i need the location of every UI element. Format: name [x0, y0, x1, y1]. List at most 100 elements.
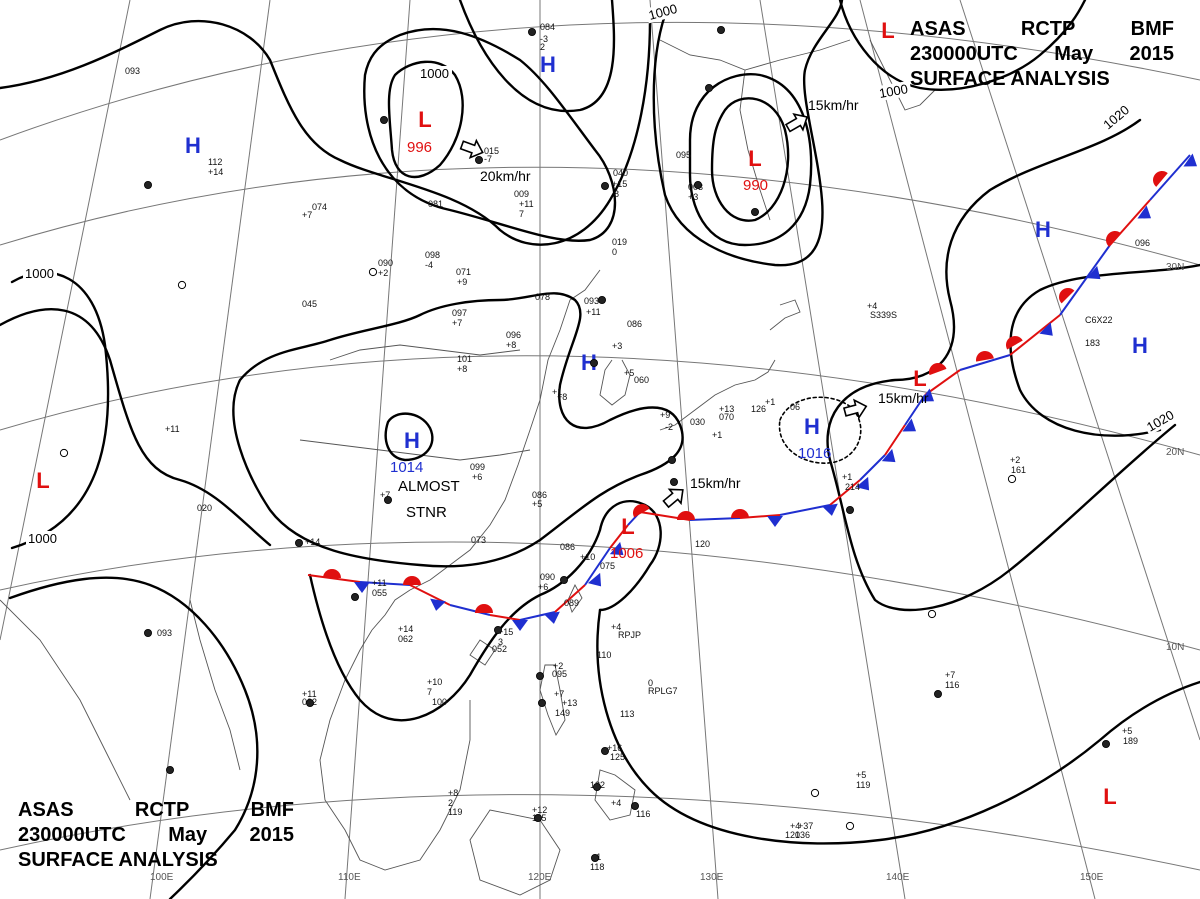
coastline-taiwan	[567, 583, 583, 613]
coastline-kamchatka	[869, 39, 936, 111]
stationary-front-west	[307, 504, 650, 631]
low-pressure-symbol: L	[881, 18, 894, 43]
station-value: +4	[611, 622, 621, 632]
station-circle	[694, 180, 703, 189]
warm-front-semicircle	[1153, 171, 1168, 187]
longitude-label: 140E	[886, 872, 910, 883]
isobar-south-loop	[596, 608, 1200, 845]
pressure-center-h: H	[581, 350, 597, 375]
header-top-office: BMF	[1130, 18, 1174, 40]
coastline-sakhalin	[739, 69, 771, 221]
warm-front-semicircle	[976, 351, 994, 362]
center-pressure-value: 1014	[390, 459, 423, 476]
high-pressure-symbol: H	[1132, 333, 1148, 358]
isobar-label-bg	[644, 0, 682, 24]
motion-speed-label: 15km/hr	[808, 97, 859, 113]
station-value: 214	[845, 482, 860, 492]
station-value: +15	[612, 179, 627, 189]
station-circle	[593, 783, 602, 792]
header-top-time: 230000UTC	[910, 43, 1018, 65]
station-circle	[591, 854, 600, 863]
annotation-almost: ALMOST	[398, 478, 460, 495]
front-segment	[519, 611, 556, 621]
coastline-indochina	[319, 629, 471, 871]
station-circle	[534, 814, 543, 823]
isobar-sw-outer	[8, 576, 259, 899]
station-value: +9	[660, 410, 670, 420]
station-value: 7	[519, 209, 524, 219]
cold-front-triangle	[1137, 205, 1152, 219]
isobar-ring-990-outer	[688, 73, 813, 247]
station-circle	[751, 207, 760, 216]
station-value: 101	[457, 354, 472, 364]
cold-front-triangle	[1086, 265, 1101, 280]
station-value: 126	[751, 404, 766, 414]
station-value: +14	[305, 537, 320, 547]
station-value: +16	[607, 743, 622, 753]
header-bottom-agency-row: ASAS RCTP BMF	[18, 798, 294, 823]
station-value: 090	[378, 258, 393, 268]
station-value: 189	[1123, 736, 1138, 746]
station-value: 071	[456, 267, 471, 277]
station-circle	[705, 84, 714, 93]
cold-front-triangle	[354, 582, 370, 593]
station-value: +7	[554, 689, 564, 699]
station-circle-open	[845, 821, 855, 831]
annotation-stnr: STNR	[406, 504, 447, 521]
station-value: 110	[597, 650, 611, 660]
header-bottom-title: SURFACE ANALYSIS	[18, 849, 218, 871]
station-value: +37	[798, 821, 813, 831]
station-value: 093	[584, 296, 599, 306]
front-segment	[554, 584, 586, 613]
header-top-title: SURFACE ANALYSIS	[910, 68, 1110, 90]
isobar-label-bg	[23, 266, 57, 281]
motion-arrow-icon	[784, 113, 809, 133]
station-value: 045	[302, 299, 317, 309]
station-value: 093	[125, 66, 140, 76]
station-value: +11	[586, 307, 601, 317]
station-value: +5	[624, 368, 634, 378]
front-segment	[449, 604, 491, 616]
station-value: +2	[1010, 455, 1020, 465]
header-bottom-time-row: 230000UTC May 2015	[18, 823, 294, 848]
cold-front-triangle	[609, 541, 624, 556]
cold-front-triangle	[587, 572, 602, 587]
station-value: -4	[425, 260, 433, 270]
pressure-center-l: L 990	[743, 146, 768, 194]
station-value: +9	[457, 277, 467, 287]
motion-vector: 20km/hr	[459, 138, 531, 184]
station-value: -2	[665, 422, 673, 432]
station-value: 8	[614, 189, 619, 199]
center-pressure-value: 1016	[798, 445, 831, 462]
station-circle	[165, 766, 174, 775]
pressure-center-h: H 1014	[390, 428, 423, 476]
station-value: 118	[590, 862, 604, 872]
station-circle	[590, 358, 599, 367]
station-value: +8	[448, 788, 458, 798]
station-value: 113	[620, 709, 634, 719]
pressure-center-h: H	[1035, 217, 1051, 242]
isobar-pacific-ridge	[1009, 263, 1200, 437]
station-value: 015	[484, 146, 499, 156]
station-value: +11	[302, 689, 317, 699]
warm-front-semicircle	[403, 576, 421, 585]
warm-front-semicircle	[1006, 336, 1023, 350]
longitude-label: 120E	[528, 872, 552, 883]
header-top-center: RCTP	[1020, 18, 1076, 40]
header-top-year: 2015	[1129, 43, 1175, 65]
isobar-label: 1000	[420, 66, 449, 81]
station-circle	[305, 699, 314, 708]
station-value: +4	[611, 798, 621, 808]
station-circle	[143, 180, 152, 189]
grid-labels: 100E 110E 120E 130E 140E 150E 30N 20N 10N	[150, 262, 1184, 883]
station-value: 073	[471, 535, 486, 545]
station-value: RPJP	[618, 630, 641, 640]
header-bottom-month: May	[168, 824, 208, 846]
station-circle-open	[368, 267, 378, 277]
station-value: 116	[945, 680, 959, 690]
front-segment	[489, 614, 521, 621]
station-circle	[670, 477, 679, 486]
station-value: 183	[1085, 338, 1100, 348]
station-circle	[379, 116, 388, 125]
